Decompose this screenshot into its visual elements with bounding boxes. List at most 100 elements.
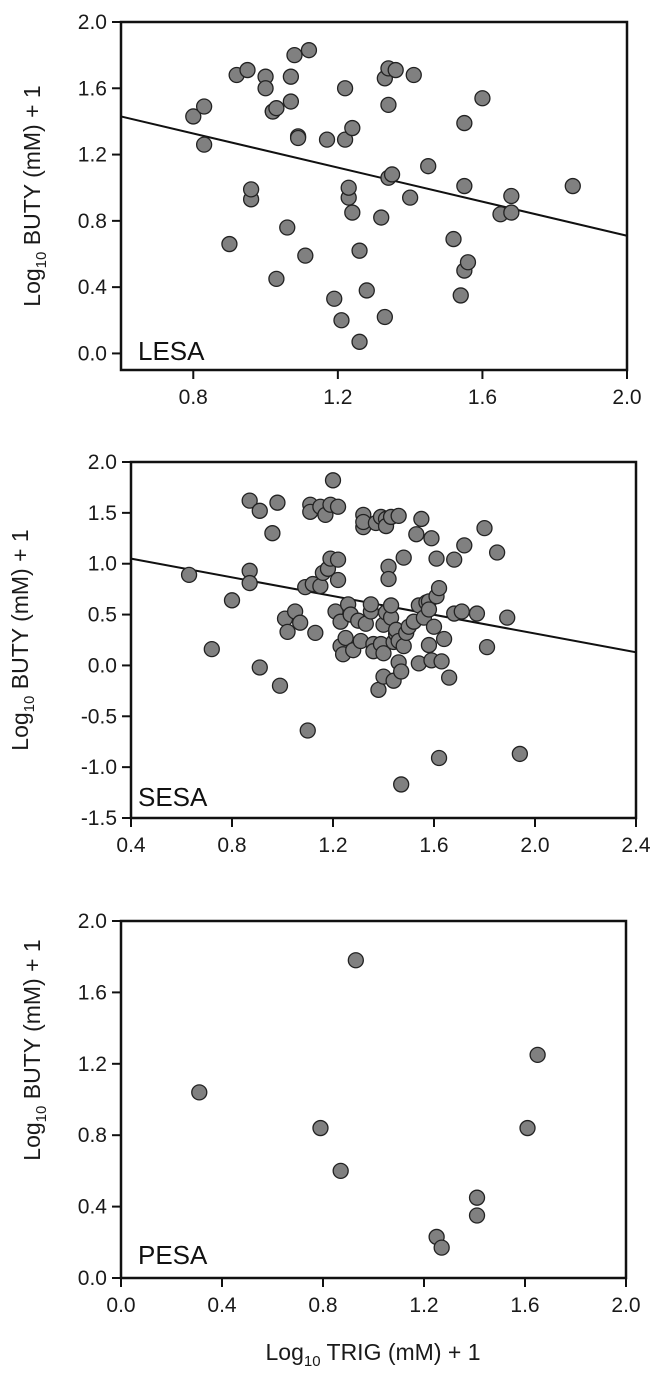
pesa-y-tick-label: 1.2 xyxy=(78,1053,107,1076)
sesa-data-point xyxy=(420,601,438,618)
lesa-data-point xyxy=(297,247,314,264)
sesa-data-point xyxy=(430,749,448,767)
sesa-x-tick-label: 2.4 xyxy=(621,834,651,857)
lesa-data-point xyxy=(405,66,422,84)
sesa-data-point xyxy=(425,618,443,635)
lesa-data-point xyxy=(401,189,419,206)
lesa-data-point xyxy=(420,158,437,175)
lesa-y-tick-label: 0.4 xyxy=(78,276,108,299)
sesa-data-point xyxy=(380,570,397,588)
sesa-x-tick-label: 0.4 xyxy=(116,834,146,857)
lesa-data-point xyxy=(351,242,368,259)
sesa-data-point xyxy=(478,638,496,656)
lesa-data-point xyxy=(289,129,307,147)
lesa-data-point xyxy=(456,177,473,195)
lesa-trend-line xyxy=(120,115,628,237)
lesa-data-point xyxy=(387,61,404,79)
lesa-data-point xyxy=(474,90,491,107)
pesa-data-point xyxy=(519,1119,536,1137)
lesa-data-point xyxy=(336,80,354,97)
lesa-data-marks xyxy=(120,42,628,350)
panel-pesa: Log10 BUTY (mM) + 1 0.00.40.81.21.62.00.… xyxy=(19,910,641,1370)
lesa-data-point xyxy=(344,119,361,137)
sesa-x-tick-label: 0.8 xyxy=(217,834,246,857)
lesa-x-tick-label: 0.8 xyxy=(179,386,208,409)
sesa-data-point xyxy=(433,653,450,670)
pesa-x-tick-label: 0.8 xyxy=(308,1294,337,1317)
lesa-data-point xyxy=(286,46,303,64)
sesa-x-tick-label: 2.0 xyxy=(520,834,549,857)
lesa-data-point xyxy=(445,230,462,248)
sesa-y-tick-label: 1.5 xyxy=(88,502,117,525)
lesa-data-point xyxy=(376,308,393,326)
lesa-y-tick-label: 0.8 xyxy=(78,210,107,233)
pesa-data-point xyxy=(433,1239,450,1256)
pesa-data-point xyxy=(332,1162,349,1180)
lesa-y-tick-label: 2.0 xyxy=(78,11,107,34)
pesa-data-marks xyxy=(191,952,546,1256)
sesa-data-point xyxy=(382,597,400,614)
sesa-y-axis-label-text: Log10 BUTY (mM) + 1 xyxy=(7,529,38,750)
sesa-data-point xyxy=(329,551,347,568)
sesa-data-point xyxy=(430,579,448,597)
sesa-data-point xyxy=(180,566,198,584)
sesa-data-point xyxy=(362,596,380,613)
sesa-data-point xyxy=(251,502,268,519)
sesa-data-point xyxy=(292,614,309,631)
sesa-data-point xyxy=(393,663,410,680)
lesa-data-point xyxy=(340,179,357,196)
sesa-data-point xyxy=(420,636,438,654)
lesa-x-tick-label: 1.6 xyxy=(468,386,497,409)
lesa-data-point xyxy=(336,131,354,148)
sesa-data-point xyxy=(241,492,258,509)
lesa-data-point xyxy=(195,136,213,153)
sesa-data-point xyxy=(324,472,342,489)
pesa-data-point xyxy=(468,1189,486,1206)
sesa-data-point xyxy=(279,623,296,641)
lesa-data-point xyxy=(318,131,336,148)
lesa-x-tick-label: 1.2 xyxy=(323,386,352,409)
pesa-x-tick-label: 0.0 xyxy=(106,1294,135,1317)
lesa-y-axis-label-text: Log10 BUTY (mM) + 1 xyxy=(19,85,50,306)
pesa-y-tick-label: 0.4 xyxy=(78,1196,108,1219)
sesa-y-tick-label: 0.5 xyxy=(88,604,117,627)
sesa-data-point xyxy=(271,677,289,694)
pesa-data-point xyxy=(191,1084,208,1101)
sesa-data-point xyxy=(428,550,445,567)
sesa-data-point xyxy=(476,519,493,537)
lesa-data-point xyxy=(452,287,469,304)
lesa-data-point xyxy=(185,108,202,125)
pesa-y-tick-label: 0.8 xyxy=(78,1124,107,1147)
pesa-data-point xyxy=(468,1207,486,1224)
lesa-y-tick-label: 1.2 xyxy=(78,144,107,167)
lesa-data-point xyxy=(242,181,260,198)
sesa-data-point xyxy=(299,722,316,739)
pesa-plot-frame xyxy=(119,919,628,1280)
sesa-y-tick-label: -1.0 xyxy=(81,756,117,779)
sesa-data-point xyxy=(264,525,281,542)
sesa-y-tick-label: 0.0 xyxy=(88,654,117,677)
sesa-data-point xyxy=(395,549,412,566)
sesa-data-point xyxy=(337,629,354,647)
pesa-ticks: 0.0 0.4 0.8 1.2 1.6 2.0 0.0 0.4 0.8 1.2 1.6 2.0 xyxy=(78,910,641,1317)
lesa-data-point xyxy=(282,93,300,110)
sesa-panel-label: SESA xyxy=(138,782,208,812)
sesa-y-tick-label: 2.0 xyxy=(88,451,117,474)
sesa-data-point xyxy=(413,510,430,528)
lesa-data-point xyxy=(503,204,520,221)
sesa-y-axis-label: Log10 BUTY (mM) + 1 xyxy=(7,529,38,750)
sesa-data-point xyxy=(329,498,347,515)
sesa-plot-frame xyxy=(129,460,638,820)
lesa-ticks: 0.0 0.4 0.8 1.2 1.6 2.0 0.8 1.2 1.6 2.0 xyxy=(78,11,642,409)
sesa-data-point xyxy=(329,571,347,589)
lesa-data-point xyxy=(239,61,256,79)
sesa-data-point xyxy=(488,544,506,561)
lesa-data-point xyxy=(383,166,401,183)
panel-lesa: Log10 BUTY (mM) + 1 0.00.40.81.21.62.00.… xyxy=(19,11,642,409)
sesa-data-point xyxy=(241,574,258,592)
sesa-data-point xyxy=(223,592,241,609)
pesa-panel-label: PESA xyxy=(138,1240,208,1270)
lesa-data-point xyxy=(282,68,300,85)
lesa-data-point xyxy=(373,209,390,226)
